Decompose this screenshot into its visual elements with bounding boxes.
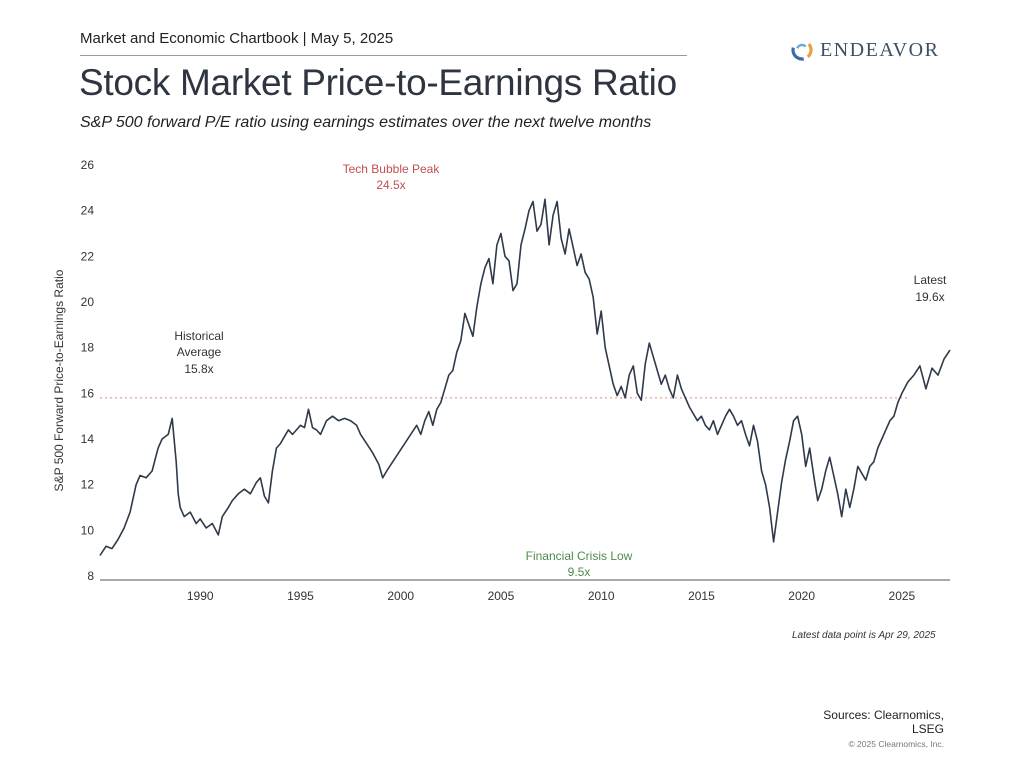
y-tick-label: 14 [81, 432, 95, 446]
x-tick-label: 2005 [488, 589, 515, 603]
chartbook-header: Market and Economic Chartbook | May 5, 2… [80, 30, 394, 47]
latest-data-note: Latest data point is Apr 29, 2025 [792, 630, 936, 641]
average-annotation-value: 15.8x [184, 362, 213, 376]
x-tick-label: 2000 [387, 589, 414, 603]
y-tick-label: 10 [81, 523, 95, 537]
x-tick-label: 2010 [588, 589, 615, 603]
latest-annotation-title: Latest [914, 273, 947, 287]
peak-annotation-title: Tech Bubble Peak [343, 162, 441, 176]
y-tick-label: 24 [81, 204, 95, 218]
peak-annotation-value: 24.5x [376, 178, 405, 192]
y-tick-label: 16 [81, 386, 95, 400]
average-annotation-line-1: Historical [174, 329, 223, 343]
low-annotation-title: Financial Crisis Low [526, 549, 633, 563]
y-tick-label: 26 [81, 158, 95, 172]
x-tick-label: 2020 [788, 589, 815, 603]
x-tick-label: 2015 [688, 589, 715, 603]
endeavor-logo-icon [791, 39, 813, 61]
y-axis-label: S&P 500 Forward Price-to-Earnings Ratio [52, 269, 66, 491]
y-tick-label: 8 [87, 569, 94, 583]
sources-line-2: LSEG [911, 722, 944, 736]
copyright-note: © 2025 Clearnomics, Inc. [848, 739, 944, 749]
sources-note: Sources: Clearnomics, LSEG [784, 708, 944, 736]
x-tick-label: 1990 [187, 589, 214, 603]
header-divider [80, 55, 687, 56]
y-tick-label: 12 [81, 478, 95, 492]
y-tick-label: 18 [81, 341, 95, 355]
pe-ratio-series-line [99, 198, 951, 556]
latest-annotation-value: 19.6x [915, 290, 944, 304]
x-tick-label: 2025 [889, 589, 916, 603]
low-annotation-value: 9.5x [568, 565, 591, 579]
average-annotation-line-2: Average [177, 345, 222, 359]
x-tick-label: 1995 [287, 589, 314, 603]
y-tick-label: 20 [81, 295, 95, 309]
page-title: Stock Market Price-to-Earnings Ratio [79, 62, 677, 103]
sources-line-1: Sources: Clearnomics, [823, 708, 944, 722]
endeavor-logo: ENDEAVOR [790, 38, 939, 62]
page-subtitle: S&P 500 forward P/E ratio using earnings… [80, 114, 652, 131]
y-tick-label: 22 [81, 249, 95, 263]
endeavor-logo-text: ENDEAVOR [820, 38, 940, 61]
